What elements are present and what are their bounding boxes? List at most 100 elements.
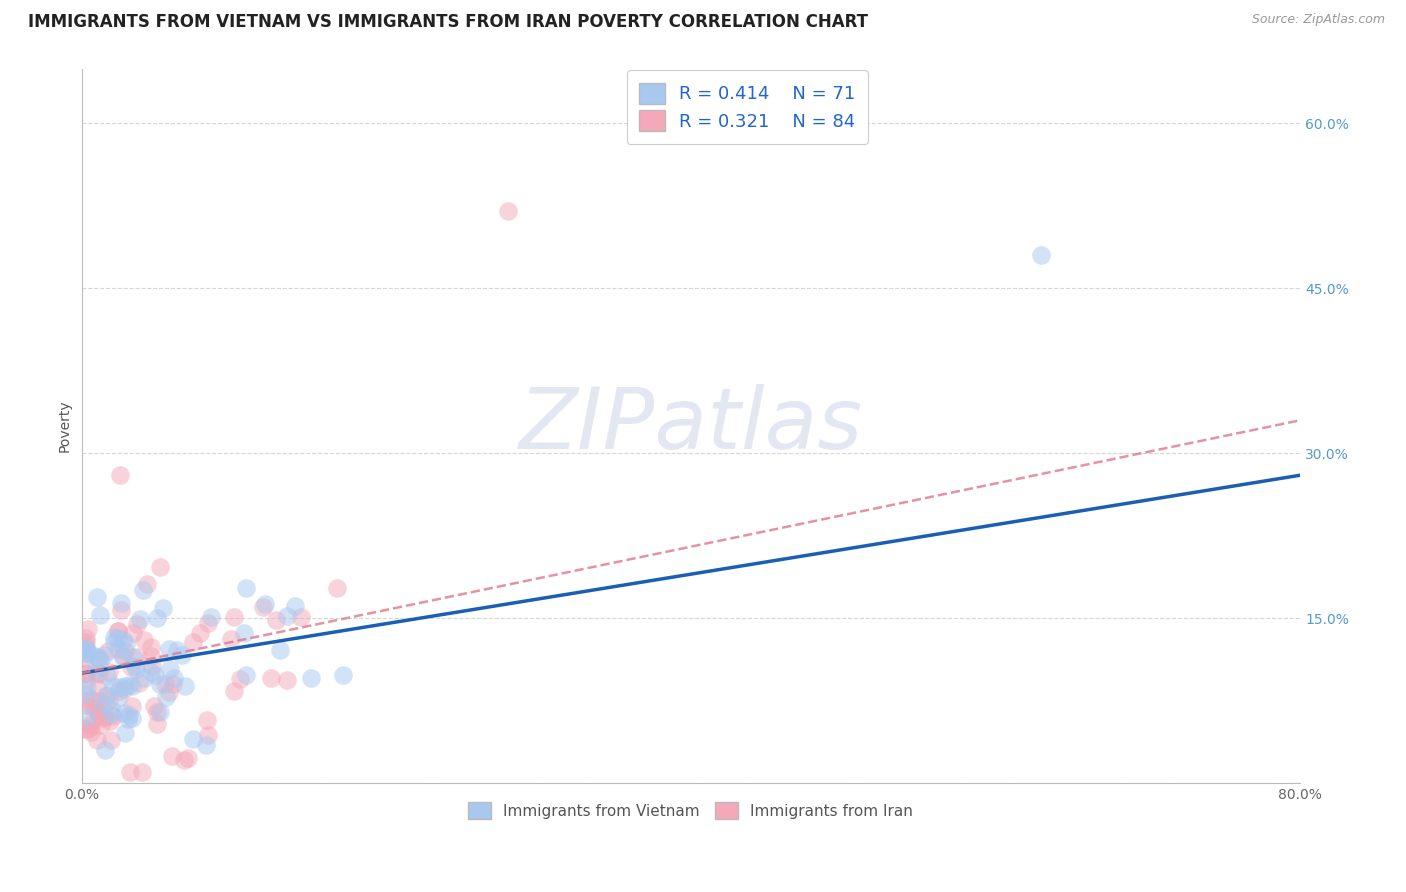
Point	[89, 709, 111, 723]
Point	[107, 641, 129, 656]
Point	[93, 648, 115, 662]
Point	[128, 675, 150, 690]
Point	[174, 679, 197, 693]
Point	[103, 631, 125, 645]
Point	[155, 677, 177, 691]
Point	[115, 637, 138, 651]
Point	[114, 643, 136, 657]
Point	[87, 651, 110, 665]
Point	[98, 665, 121, 679]
Point	[159, 662, 181, 676]
Point	[89, 608, 111, 623]
Point	[170, 648, 193, 662]
Point	[75, 698, 97, 712]
Point	[197, 728, 219, 742]
Point	[118, 765, 141, 780]
Point	[276, 673, 298, 687]
Point	[77, 622, 100, 636]
Point	[181, 634, 204, 648]
Point	[107, 631, 129, 645]
Point	[157, 685, 180, 699]
Point	[108, 468, 131, 483]
Point	[117, 712, 139, 726]
Point	[87, 706, 110, 720]
Point	[166, 643, 188, 657]
Point	[96, 669, 118, 683]
Point	[87, 694, 110, 708]
Point	[139, 665, 162, 680]
Point	[91, 696, 114, 710]
Point	[77, 646, 100, 660]
Point	[195, 739, 218, 753]
Point	[132, 582, 155, 597]
Point	[75, 665, 97, 680]
Point	[94, 710, 117, 724]
Point	[110, 603, 132, 617]
Point	[96, 688, 118, 702]
Point	[176, 751, 198, 765]
Point	[73, 667, 96, 681]
Point	[75, 642, 97, 657]
Point	[86, 681, 108, 696]
Point	[496, 204, 519, 219]
Text: ZIPatlas: ZIPatlas	[519, 384, 863, 467]
Point	[84, 663, 107, 677]
Point	[121, 711, 143, 725]
Point	[103, 635, 125, 649]
Point	[80, 699, 103, 714]
Y-axis label: Poverty: Poverty	[58, 400, 72, 452]
Point	[332, 668, 354, 682]
Point	[80, 647, 103, 661]
Point	[75, 673, 97, 688]
Point	[235, 581, 257, 595]
Point	[155, 690, 177, 705]
Point	[89, 667, 111, 681]
Point	[83, 700, 105, 714]
Point	[97, 693, 120, 707]
Point	[233, 625, 256, 640]
Point	[107, 624, 129, 639]
Point	[76, 681, 98, 695]
Point	[135, 577, 157, 591]
Point	[162, 677, 184, 691]
Point	[148, 705, 170, 719]
Point	[269, 642, 291, 657]
Point	[87, 706, 110, 721]
Point	[276, 609, 298, 624]
Point	[114, 679, 136, 693]
Point	[120, 660, 142, 674]
Point	[98, 714, 121, 728]
Point	[76, 710, 98, 724]
Point	[260, 671, 283, 685]
Point	[264, 613, 287, 627]
Point	[131, 765, 153, 780]
Point	[87, 666, 110, 681]
Point	[77, 722, 100, 736]
Point	[97, 644, 120, 658]
Point	[114, 725, 136, 739]
Point	[100, 706, 122, 721]
Point	[160, 748, 183, 763]
Point	[73, 639, 96, 653]
Point	[1031, 248, 1053, 262]
Point	[157, 641, 180, 656]
Point	[235, 668, 257, 682]
Point	[103, 708, 125, 723]
Point	[111, 632, 134, 647]
Point	[112, 706, 135, 721]
Point	[146, 717, 169, 731]
Point	[73, 692, 96, 706]
Point	[79, 692, 101, 706]
Text: IMMIGRANTS FROM VIETNAM VS IMMIGRANTS FROM IRAN POVERTY CORRELATION CHART: IMMIGRANTS FROM VIETNAM VS IMMIGRANTS FR…	[28, 13, 868, 31]
Point	[229, 672, 252, 686]
Point	[195, 713, 218, 727]
Point	[100, 733, 122, 747]
Point	[79, 717, 101, 731]
Point	[125, 662, 148, 676]
Point	[108, 684, 131, 698]
Point	[75, 641, 97, 656]
Point	[89, 654, 111, 668]
Point	[108, 681, 131, 695]
Point	[188, 626, 211, 640]
Point	[101, 704, 124, 718]
